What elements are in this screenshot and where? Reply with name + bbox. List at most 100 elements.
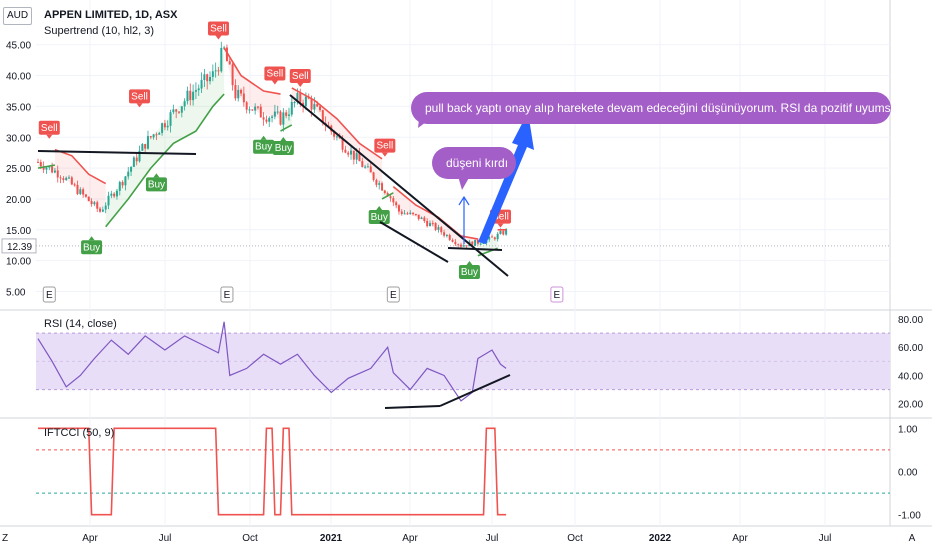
lower-trendline[interactable] <box>379 221 449 263</box>
earnings-marker[interactable]: E <box>386 286 400 303</box>
candle-body <box>302 102 305 107</box>
sell-signal[interactable]: Sell <box>289 68 311 87</box>
candle-body <box>358 153 361 162</box>
time-tick-label[interactable]: Oct <box>567 533 583 544</box>
candle-body <box>457 244 460 246</box>
sell-signal[interactable]: Sell <box>264 66 286 85</box>
candle-body <box>381 183 384 191</box>
supertrend-fill <box>477 235 498 256</box>
signal-label: Buy <box>275 143 292 154</box>
time-tick-label[interactable]: A <box>909 533 916 544</box>
candle-body <box>115 190 118 197</box>
signal-pointer <box>136 103 143 108</box>
candle-body <box>397 205 400 212</box>
candle-body <box>90 201 93 205</box>
horizontal-breakout-line[interactable] <box>447 247 503 251</box>
candle-body <box>113 193 116 197</box>
earnings-marker[interactable]: E <box>550 286 564 303</box>
candle-body <box>217 70 220 72</box>
projection-arrow[interactable] <box>478 112 534 244</box>
annotation-pullback[interactable]: pull back yaptı onay alıp harekete devam… <box>411 92 932 128</box>
candle-body <box>214 70 217 72</box>
sell-signal[interactable]: Sell <box>38 120 60 139</box>
candle-body <box>454 241 457 245</box>
candle-body <box>474 239 477 246</box>
candle-body <box>51 166 54 173</box>
candle-body <box>130 166 133 172</box>
supertrend-fill <box>291 87 383 187</box>
candle-body <box>426 221 429 227</box>
candle-body <box>304 96 307 107</box>
candle-body <box>319 106 321 111</box>
candle-body <box>178 111 180 113</box>
time-tick-label[interactable]: 2022 <box>649 533 672 544</box>
supertrend-fill <box>105 50 225 227</box>
buy-signal[interactable]: Buy <box>81 236 103 255</box>
candle-body <box>186 90 189 102</box>
signal-pointer <box>260 135 267 140</box>
time-tick-label[interactable]: Apr <box>402 533 418 544</box>
time-tick-label[interactable]: 2021 <box>320 533 343 544</box>
signal-pointer <box>46 134 53 139</box>
candle-body <box>132 157 135 167</box>
buy-signal[interactable]: Buy <box>253 135 275 154</box>
horizontal-support-line[interactable] <box>37 150 197 155</box>
candle-body <box>242 93 245 103</box>
time-tick-label[interactable]: Jul <box>159 533 172 544</box>
candle-body <box>135 157 138 162</box>
buy-signal[interactable]: Buy <box>458 260 480 279</box>
sell-signal[interactable]: Sell <box>129 89 151 108</box>
supertrend-down-line <box>223 47 281 95</box>
candle-body <box>313 104 316 110</box>
time-tick-label[interactable]: Apr <box>732 533 748 544</box>
time-tick-label[interactable]: Oct <box>242 533 258 544</box>
candle-body <box>445 235 448 237</box>
candle-body <box>84 194 87 197</box>
annotation-tail <box>418 110 434 128</box>
supertrend-fill <box>382 186 394 203</box>
rsi-divergence-line[interactable] <box>439 374 511 407</box>
rsi-pane: 80.00 60.00 40.00 20.00 <box>36 315 923 411</box>
annotation-bubble <box>411 92 891 124</box>
candle-body <box>279 111 282 125</box>
breakout-arrow-head[interactable] <box>458 195 470 206</box>
currency-label[interactable]: AUD <box>3 7 33 25</box>
buy-signal[interactable]: Buy <box>368 206 390 225</box>
time-tick-label[interactable]: Jul <box>819 533 832 544</box>
candle-body <box>462 245 465 247</box>
time-tick-label[interactable]: Jul <box>486 533 499 544</box>
earnings-label: E <box>554 290 561 301</box>
candle-body <box>121 182 124 186</box>
earnings-marker[interactable]: E <box>220 286 234 303</box>
earnings-marker[interactable]: E <box>42 286 56 303</box>
candle-body <box>124 176 127 186</box>
descending-trendline[interactable] <box>289 94 509 277</box>
candle-body <box>76 184 79 195</box>
candle-body <box>163 123 166 128</box>
candle-body <box>161 123 164 133</box>
buy-signal[interactable]: Buy <box>145 173 167 192</box>
candle-body <box>87 196 90 202</box>
candle-body <box>265 119 268 122</box>
annotation-breakout[interactable]: düşeni kırdı <box>432 147 516 190</box>
candle-body <box>400 211 403 215</box>
earnings-label: E <box>390 290 397 301</box>
candle-body <box>434 223 437 230</box>
rsi-horizontal-line[interactable] <box>384 405 441 409</box>
sell-signal[interactable]: Sell <box>207 21 229 40</box>
candle-body <box>254 106 257 111</box>
time-tick-label[interactable]: Z <box>2 533 8 544</box>
buy-signal[interactable]: Buy <box>272 136 294 155</box>
time-tick-label[interactable]: Apr <box>82 533 98 544</box>
signal-label: Buy <box>148 179 165 190</box>
supertrend-up-line <box>280 124 293 132</box>
signal-label: Buy <box>255 142 272 153</box>
supertrend-up-line <box>37 164 56 169</box>
candle-body <box>428 223 431 227</box>
signal-pointer <box>215 35 222 40</box>
annotation-text: düşeni kırdı <box>446 156 508 170</box>
sell-signal[interactable]: Sell <box>374 138 396 157</box>
rsi-tick-label: 60.00 <box>898 343 923 354</box>
